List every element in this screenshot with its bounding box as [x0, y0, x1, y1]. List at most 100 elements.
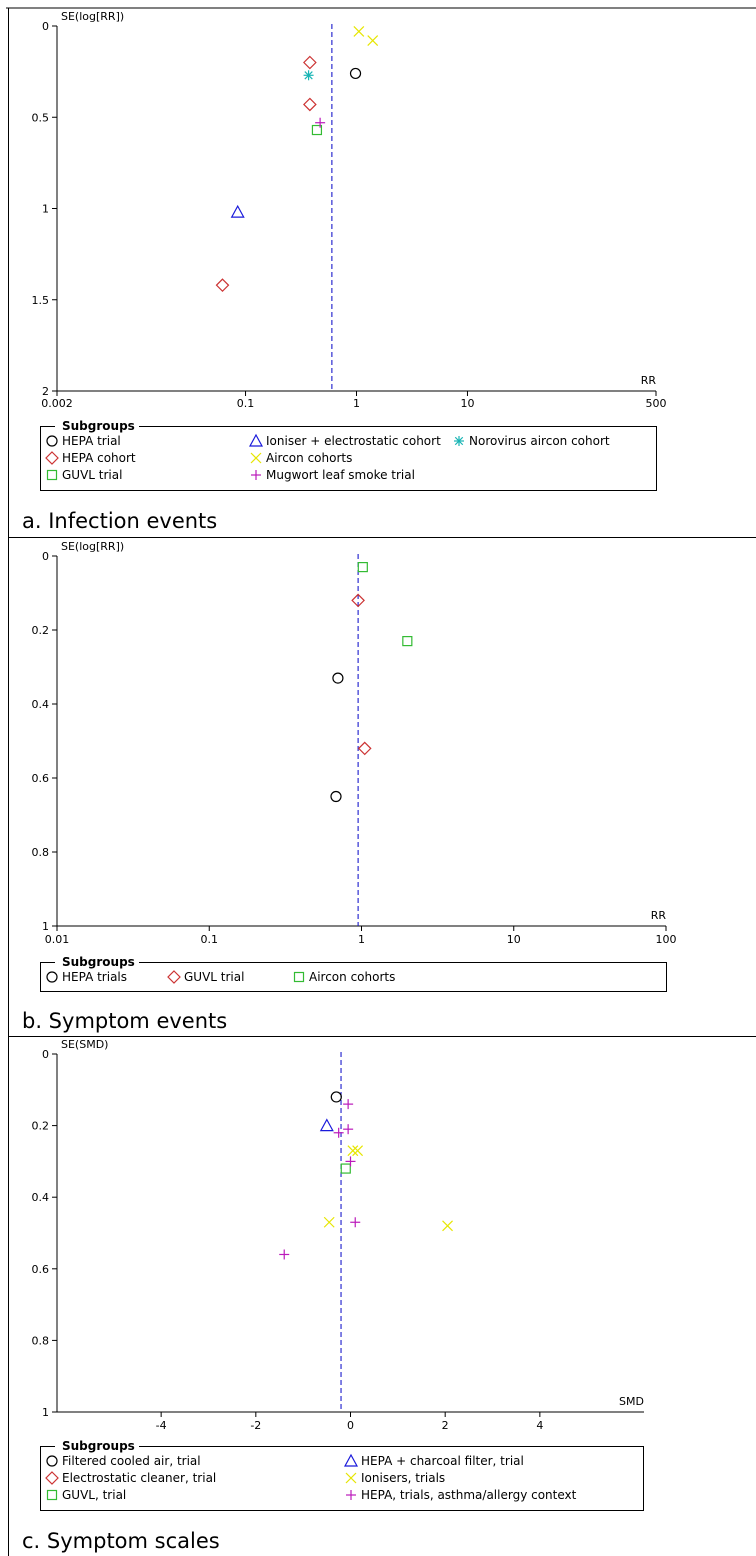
legend-marker-guvl-trial: [46, 1489, 58, 1501]
legend-marker-hepa-trials-asthma-allergy-context: [346, 1490, 356, 1500]
x-axis-title: RR: [641, 374, 657, 387]
x-tick-label: -4: [156, 1419, 167, 1432]
y-tick-label: 0.8: [32, 846, 50, 859]
data-point-aircon-cohorts: [402, 635, 413, 647]
panel-caption: c. Symptom scales: [22, 1529, 220, 1553]
data-point-hepa-trials-asthma-allergy-context: [343, 1124, 354, 1135]
legend-label: HEPA trial: [62, 434, 121, 448]
y-tick-label: 0: [42, 1048, 49, 1061]
y-tick-label: 0.4: [32, 1191, 50, 1204]
data-point-guvl-trial: [340, 1163, 351, 1174]
legend-title: Subgroups: [62, 419, 135, 433]
panel-caption: b. Symptom events: [22, 1009, 227, 1033]
x-tick-label: 0.01: [45, 933, 70, 946]
data-point-norovirus-aircon-cohort: [303, 70, 314, 81]
legend-marker-guvl-trial: [167, 970, 181, 984]
data-point-aircon-cohorts: [357, 561, 368, 573]
x-tick-label: -2: [250, 1419, 261, 1432]
x-tick-label: 10: [507, 933, 521, 946]
legend-label: HEPA + charcoal filter, trial: [361, 1454, 524, 1468]
y-tick-label: 0.2: [32, 624, 50, 637]
legend-marker-hepa-cohort: [45, 451, 59, 465]
legend-label: Electrostatic cleaner, trial: [62, 1471, 216, 1485]
legend-label: HEPA, trials, asthma/allergy context: [361, 1488, 577, 1502]
legend-marker-ioniser-electrostatic-cohort: [248, 433, 264, 447]
y-tick-label: 0.2: [32, 1120, 50, 1133]
x-axis-title: SMD: [619, 1395, 644, 1408]
panel-symptom-scales: 0 0.2 0.4 0.6 0.8 1 -4 -2 0 2 4 SE(SMD) SMD Subgroups…: [22, 1038, 644, 1553]
y-tick-label: 0.6: [32, 1263, 50, 1276]
legend-marker-hepa-trials: [46, 971, 58, 983]
data-point-ioniser-electrostatic-cohort: [230, 204, 245, 218]
legend-label: Ionisers, trials: [361, 1471, 445, 1485]
data-point-hepa-trials-asthma-allergy-context: [333, 1127, 344, 1138]
legend-label: Mugwort leaf smoke trial: [266, 468, 415, 482]
y-tick-label: 0.5: [32, 111, 50, 124]
data-point-hepa-cohort: [303, 55, 317, 70]
legend-marker-aircon-cohorts: [250, 452, 262, 464]
x-tick-label: 0.002: [41, 397, 73, 410]
y-tick-label: 1: [42, 1406, 49, 1419]
legend-label: Ioniser + electrostatic cohort: [266, 434, 441, 448]
x-tick-label: 0.1: [201, 933, 219, 946]
legend-title-bg: [55, 420, 139, 432]
legend-marker-hepa-trial: [46, 435, 58, 447]
data-point-hepa-trial: [349, 67, 362, 80]
legend-marker-ionisers-trials: [345, 1472, 357, 1484]
legend-marker-norovirus-aircon-cohort: [454, 436, 464, 446]
data-point-ionisers-trials: [352, 1145, 364, 1157]
data-point-aircon-cohorts: [367, 35, 379, 47]
legend-marker-hepa-charcoal-filter-trial: [343, 1453, 359, 1467]
data-point-hepa-trials: [332, 672, 344, 684]
data-point-guvl-trial: [357, 741, 372, 756]
legend-label: Filtered cooled air, trial: [62, 1454, 201, 1468]
legend-box: [40, 426, 657, 491]
legend-label: Norovirus aircon cohort: [469, 434, 610, 448]
y-axis-title: SE(log[RR]): [61, 10, 124, 23]
data-point-ionisers-trials: [323, 1216, 335, 1228]
data-point-mugwort-leaf-smoke-trial: [315, 117, 326, 128]
legend-title-bg: [55, 1440, 139, 1452]
data-point-hepa-trials-asthma-allergy-context: [350, 1217, 361, 1228]
data-point-ionisers-trials: [347, 1145, 359, 1157]
y-axis-title: SE(log[RR]): [61, 540, 124, 553]
legend-marker-filtered-cooled-air-trial: [46, 1455, 58, 1467]
panel-symptom-events: 00.20.40.60.810.01 0.1 1 10 100SE(log[RR])RR…: [22, 540, 677, 1033]
legend-box: [40, 962, 667, 992]
data-point-guvl-trial: [311, 124, 323, 136]
x-tick-label: 0: [347, 1419, 354, 1432]
data-point-hepa-trials: [330, 790, 342, 803]
y-tick-label: 1: [42, 920, 49, 933]
legend-marker-aircon-cohorts: [293, 971, 305, 983]
legend-label: HEPA trials: [62, 970, 127, 984]
x-tick-label: 1: [358, 933, 365, 946]
x-tick-label: 2: [442, 1419, 449, 1432]
data-point-hepa-cohort: [215, 278, 230, 292]
data-point-filtered-cooled-air-trial: [330, 1091, 342, 1103]
legend-box: [40, 1446, 644, 1511]
y-axis-title: SE(SMD): [61, 1038, 108, 1051]
y-tick-label: 2: [42, 385, 49, 398]
x-tick-label: 0.1: [237, 397, 255, 410]
x-axis-title: RR: [651, 909, 667, 922]
data-point-aircon-cohorts: [353, 26, 365, 37]
y-tick-label: 0: [42, 20, 49, 33]
y-tick-label: 0.6: [32, 772, 50, 785]
y-tick-label: 1.5: [32, 294, 50, 307]
y-tick-label: 1: [42, 203, 49, 216]
data-point-hepa-cohort: [303, 97, 317, 112]
panel-infection-events: 0 0.5 1 1.5 20.002 0.1 1 10 500 SE(log[RR]) RR Subg…: [22, 10, 667, 533]
x-tick-label: 100: [656, 933, 677, 946]
legend-label: Aircon cohorts: [309, 970, 395, 984]
data-point-hepa-trials-asthma-allergy-context: [345, 1156, 356, 1167]
y-tick-label: 0: [42, 550, 49, 563]
legend-marker-mugwort-leaf-smoke-trial: [251, 470, 261, 480]
legend-label: GUVL, trial: [62, 1488, 126, 1502]
x-tick-label: 10: [460, 397, 474, 410]
legend-title: Subgroups: [62, 955, 135, 969]
x-tick-label: 500: [646, 397, 667, 410]
